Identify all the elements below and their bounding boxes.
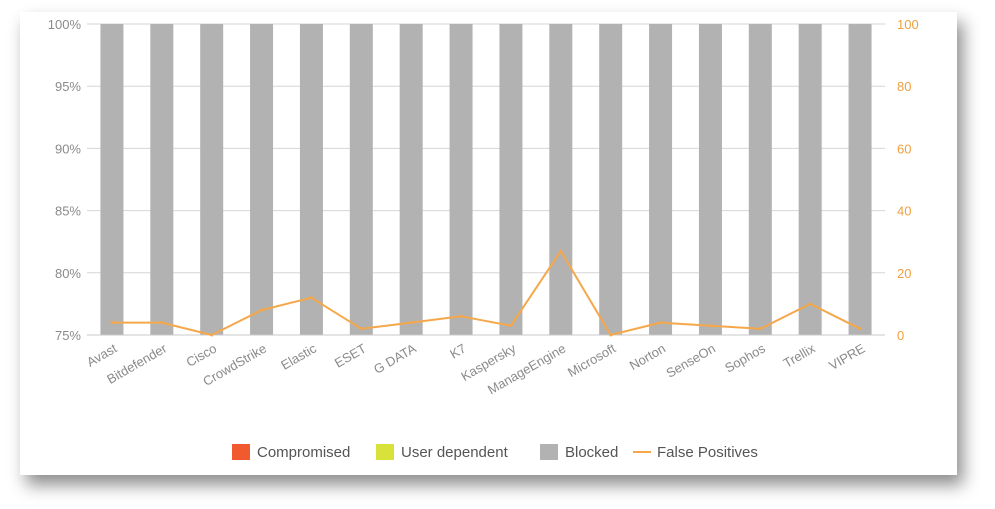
blocked-bar (349, 24, 373, 335)
legend-swatch-user-dependent (376, 444, 394, 460)
x-category-label: Sophos (722, 340, 768, 375)
x-category-label: Trellix (781, 340, 819, 370)
x-category-label: SenseOn (663, 341, 717, 381)
legend-swatch-compromised (232, 444, 250, 460)
x-category-label: ESET (332, 341, 369, 371)
x-category-label: Microsoft (565, 340, 619, 380)
blocked-bar (150, 24, 174, 335)
x-category-label: K7 (447, 341, 468, 362)
blocked-bar (649, 24, 673, 335)
false-positives-point (559, 249, 563, 253)
blocked-bar (449, 24, 473, 335)
blocked-bar (698, 24, 722, 335)
blocked-bar (200, 24, 224, 335)
blocked-bar (499, 24, 523, 335)
legend-swatch-blocked (540, 444, 558, 460)
x-category-label: G DATA (371, 340, 419, 376)
x-category-label: Elastic (278, 340, 319, 372)
blocked-bar (250, 24, 274, 335)
x-category-label: Cisco (184, 341, 220, 370)
legend-label: Blocked (565, 444, 618, 461)
y-right-tick-label: 20 (897, 266, 911, 281)
false-positives-point (609, 333, 613, 337)
blocked-bar (100, 24, 124, 335)
blocked-bar (299, 24, 323, 335)
x-category-label: Norton (627, 341, 668, 374)
false-positives-point (110, 321, 114, 325)
false-positives-point (708, 324, 712, 328)
false-positives-point (210, 333, 214, 337)
false-positives-point (758, 327, 762, 331)
false-positives-point (409, 321, 413, 325)
false-positives-point (160, 321, 164, 325)
y-left-tick-label: 80% (55, 266, 81, 281)
blocked-bar (399, 24, 423, 335)
chart-card: 75% 80% 85% 90% 95% 100% 0 20 40 60 80 100 Avast Bitd… (20, 12, 957, 475)
blocked-bar (798, 24, 822, 335)
y-right-tick-label: 0 (897, 328, 904, 343)
blocked-bar (848, 24, 872, 335)
y-right-tick-label: 100 (897, 17, 919, 32)
false-positives-point (808, 302, 812, 306)
false-positives-point (359, 327, 363, 331)
blocked-bar (748, 24, 772, 335)
x-category-label: VIPRE (826, 340, 868, 373)
false-positives-point (509, 324, 513, 328)
y-left-tick-label: 85% (55, 204, 81, 219)
x-category-label: Avast (84, 340, 120, 369)
false-positives-point (260, 308, 264, 312)
false-positives-point (659, 321, 663, 325)
y-left-tick-label: 75% (55, 328, 81, 343)
false-positives-point (309, 296, 313, 300)
legend-label: Compromised (257, 444, 350, 461)
false-positives-point (459, 314, 463, 318)
blocked-bar (549, 24, 573, 335)
legend-label: User dependent (401, 444, 509, 461)
blocked-bar (599, 24, 623, 335)
false-positives-point (858, 327, 862, 331)
y-right-tick-label: 40 (897, 204, 911, 219)
y-left-tick-label: 90% (55, 141, 81, 156)
y-right-tick-label: 60 (897, 141, 911, 156)
y-left-tick-label: 100% (48, 17, 82, 32)
legend-label: False Positives (657, 444, 758, 461)
false-positives-line (111, 250, 861, 336)
y-right-tick-label: 80 (897, 79, 911, 94)
stacked-bar-chart: 75%80%85%90%95%100%020406080100AvastBitd… (48, 17, 919, 461)
y-left-tick-label: 95% (55, 79, 81, 94)
